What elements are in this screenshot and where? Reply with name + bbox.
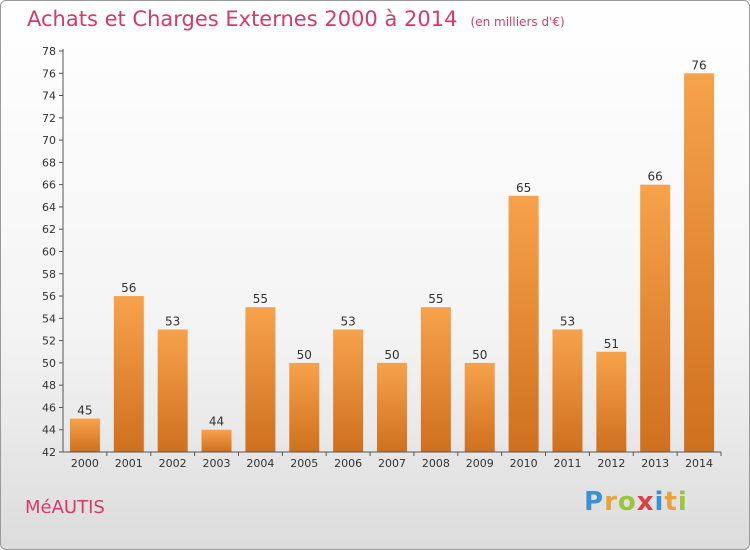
x-tick-label-2004: 2004 [246,457,274,470]
logo-letter-x: x [636,487,655,517]
bars: 45 56 53 44 55 50 53 50 55 50 65 53 51 66 76 [69,58,715,453]
x-tick-label-2007: 2007 [378,457,406,470]
x-tick-label-2011: 2011 [553,457,581,470]
logo-letter-r: r [604,487,618,517]
chart-title-text: Achats et Charges Externes 2000 à 2014 [27,7,458,31]
data-label-2004: 55 [253,292,268,306]
bar-2001 [113,296,144,452]
proxiti-logo: Proxiti [584,487,688,517]
bar-2000 [69,418,100,452]
chart-title: Achats et Charges Externes 2000 à 2014 (… [27,7,565,31]
x-tick-label-2003: 2003 [203,457,231,470]
y-tick-label: 62 [42,223,56,236]
y-tick-label: 56 [42,290,56,303]
x-tick-label-2005: 2005 [290,457,318,470]
bar-2007 [377,362,407,452]
logo-letter-t: t [664,487,678,517]
bar-2004 [245,307,276,452]
y-tick-label: 48 [42,379,56,392]
data-label-2007: 50 [384,348,399,362]
x-tick-label-2014: 2014 [685,457,713,470]
x-tick-label-2010: 2010 [510,457,538,470]
bar-2002 [157,329,188,452]
bar-2014 [684,73,715,453]
x-tick-label-2013: 2013 [641,457,669,470]
bar-2010 [508,195,539,453]
data-label-2002: 53 [165,314,180,328]
bar-2008 [420,307,451,452]
logo-letter-i2: i [677,487,688,517]
y-tick-label: 50 [42,357,56,370]
x-tick-label-2012: 2012 [597,457,625,470]
y-tick-label: 68 [42,156,56,169]
data-label-2012: 51 [604,337,619,351]
bar-2012 [596,351,627,452]
x-axis: 2000 2001 2002 2003 2004 2005 2006 2007 2008 2009… [63,451,722,470]
data-label-2003: 44 [209,415,224,429]
data-label-2001: 56 [121,281,136,295]
data-label-2010: 65 [516,181,531,195]
logo-letter-i1: i [654,487,665,517]
data-label-2008: 55 [428,292,443,306]
data-label-2000: 45 [77,404,92,418]
bar-2013 [640,184,671,452]
data-label-2011: 53 [560,314,575,328]
x-tick-label-2008: 2008 [422,457,450,470]
bar-2011 [552,329,583,452]
data-label-2013: 66 [648,170,663,184]
x-tick-label-2006: 2006 [334,457,362,470]
y-tick-label: 64 [42,201,56,214]
logo-letter-o: o [617,487,637,517]
y-tick-label: 44 [42,424,56,437]
x-tick-label-2001: 2001 [115,457,143,470]
logo-letter-p: P [584,487,605,517]
data-label-2006: 53 [340,314,355,328]
bar-2005 [289,362,320,452]
y-tick-label: 78 [42,45,56,58]
commune-name: MéAUTIS [25,497,105,518]
y-tick-label: 54 [42,312,56,325]
y-tick-label: 72 [42,112,56,125]
data-label-2014: 76 [691,58,706,72]
y-tick-label: 74 [42,90,56,103]
data-label-2009: 50 [472,348,487,362]
y-tick-label: 46 [42,401,56,414]
bar-2009 [464,362,495,452]
data-label-2005: 50 [297,348,312,362]
y-tick-label: 66 [42,179,56,192]
y-tick-label: 70 [42,134,56,147]
y-axis: 42 44 46 48 50 52 54 56 58 60 62 64 66 68 70 72 74 76 78 [42,45,64,459]
bar-2003 [201,429,232,452]
y-tick-label: 60 [42,246,56,259]
x-tick-label-2009: 2009 [466,457,494,470]
y-tick-label: 58 [42,268,56,281]
y-tick-label: 42 [42,446,56,459]
x-tick-label-2000: 2000 [71,457,99,470]
x-tick-label-2002: 2002 [159,457,187,470]
chart-unit: (en milliers d'€) [470,15,565,29]
y-tick-label: 52 [42,335,56,348]
y-tick-label: 76 [42,67,56,80]
bar-2006 [333,329,364,452]
